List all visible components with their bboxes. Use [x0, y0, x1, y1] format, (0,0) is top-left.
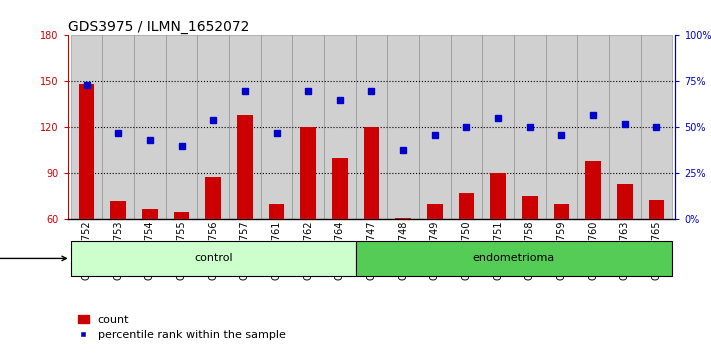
Bar	[300, 127, 316, 219]
Bar	[648, 200, 664, 219]
Bar	[134, 35, 166, 219]
Bar	[554, 204, 570, 219]
Bar	[356, 241, 673, 276]
Bar	[387, 35, 419, 219]
Text: disease state: disease state	[0, 253, 66, 263]
Bar	[459, 193, 474, 219]
Bar	[490, 173, 506, 219]
Bar	[641, 35, 673, 219]
Bar	[332, 158, 348, 219]
Bar	[395, 218, 411, 219]
Bar	[79, 85, 95, 219]
Legend: count, percentile rank within the sample: count, percentile rank within the sample	[73, 310, 290, 345]
Bar	[102, 35, 134, 219]
Bar	[419, 35, 451, 219]
Bar	[324, 35, 356, 219]
Bar	[356, 35, 387, 219]
Bar	[198, 35, 229, 219]
Bar	[522, 196, 538, 219]
Bar	[514, 35, 545, 219]
Bar	[577, 35, 609, 219]
Bar	[237, 115, 253, 219]
Bar	[427, 204, 443, 219]
Bar	[142, 209, 158, 219]
Bar	[545, 35, 577, 219]
Text: endometrioma: endometrioma	[473, 253, 555, 263]
Bar	[451, 35, 482, 219]
Bar	[205, 177, 221, 219]
Bar	[269, 204, 284, 219]
Bar	[70, 35, 102, 219]
Bar	[617, 184, 633, 219]
Bar	[585, 161, 601, 219]
Bar	[609, 35, 641, 219]
Text: GDS3975 / ILMN_1652072: GDS3975 / ILMN_1652072	[68, 21, 249, 34]
Bar	[363, 127, 380, 219]
Bar	[261, 35, 292, 219]
Text: control: control	[194, 253, 232, 263]
Bar	[229, 35, 261, 219]
Bar	[110, 201, 126, 219]
Bar	[292, 35, 324, 219]
Bar	[166, 35, 198, 219]
Bar	[70, 241, 356, 276]
Bar	[173, 212, 189, 219]
Bar	[482, 35, 514, 219]
